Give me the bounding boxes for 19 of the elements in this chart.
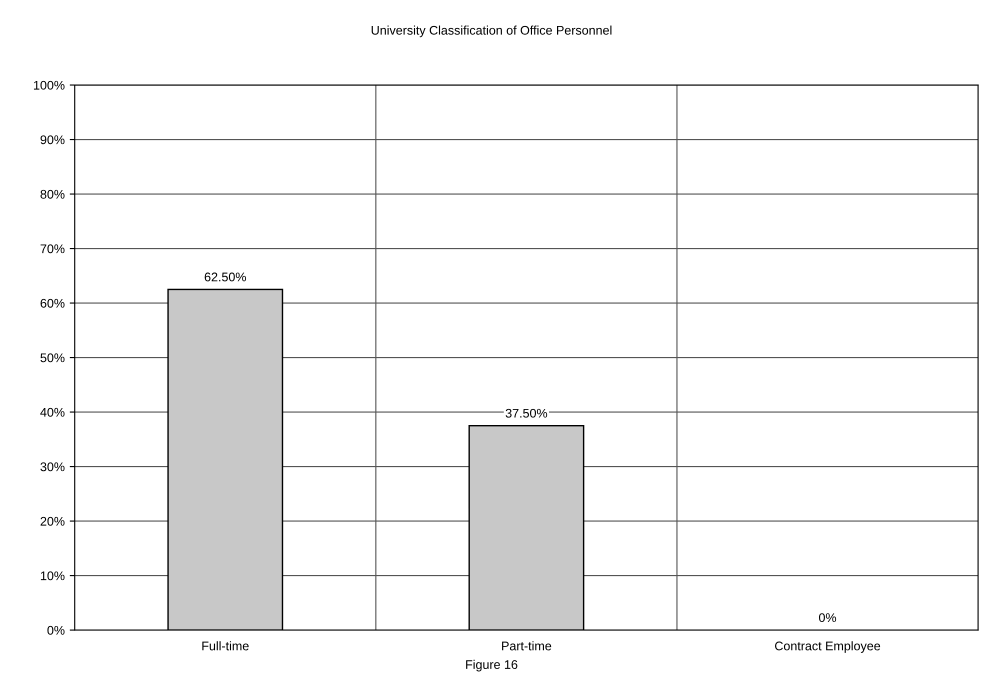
data-label: 37.50%	[506, 408, 548, 418]
y-tick-label: 20%	[40, 516, 65, 526]
y-tick-label: 70%	[40, 244, 65, 254]
y-tick-label: 100%	[34, 80, 65, 90]
x-tick-label: Full-time	[202, 641, 249, 650]
data-label: 62.50%	[204, 272, 246, 282]
chart-title: University Classification of Office Personnel	[372, 26, 612, 38]
x-tick-label: Contract Employee	[775, 641, 880, 653]
y-tick-label: 40%	[40, 408, 65, 417]
y-tick-label: 50%	[40, 353, 65, 362]
y-tick-label: 10%	[40, 571, 65, 580]
y-tick-label: 0%	[47, 626, 65, 635]
data-label: 0%	[818, 613, 836, 622]
x-tick-label: Part-time	[502, 641, 552, 650]
y-tick-label: 30%	[40, 462, 65, 472]
y-tick-label: 60%	[40, 298, 65, 308]
y-tick-label: 80%	[40, 190, 65, 199]
caption: Figure 16	[466, 660, 518, 672]
y-tick-label: 90%	[40, 135, 65, 144]
